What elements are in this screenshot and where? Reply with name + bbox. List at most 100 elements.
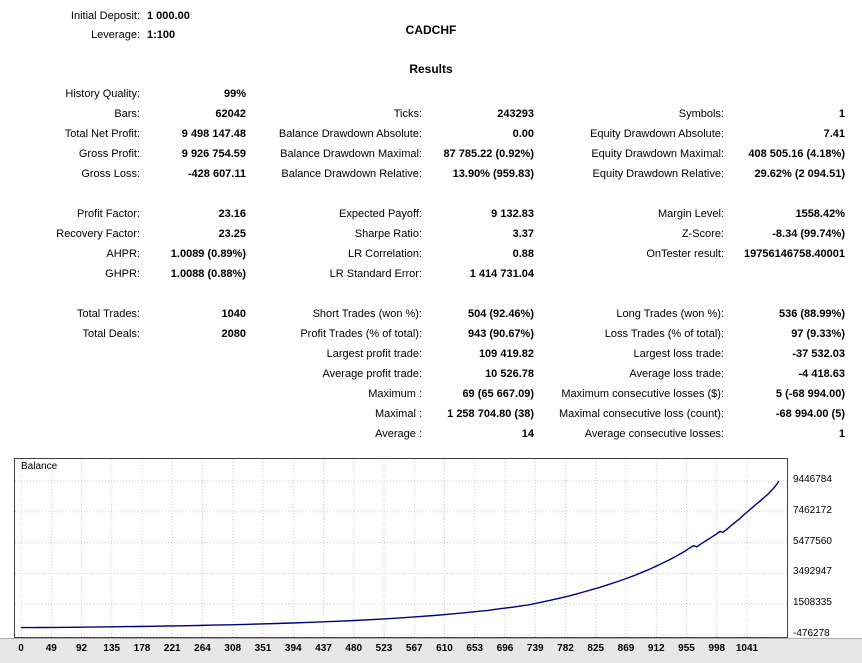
stat-label bbox=[0, 384, 140, 404]
stat-value: 408 505.16 (4.18%) bbox=[748, 148, 845, 160]
stat-label bbox=[534, 264, 724, 284]
stat-label bbox=[0, 184, 140, 204]
stat-label bbox=[0, 364, 140, 384]
x-axis-tick-label: 437 bbox=[315, 643, 332, 654]
stat-value bbox=[724, 184, 845, 204]
stat-value: 23.16 bbox=[218, 208, 246, 220]
stat-value: 62042 bbox=[215, 108, 246, 120]
stat-label: Total Net Profit: bbox=[64, 128, 140, 140]
account-info: Initial Deposit: 1 000.00 Leverage: 1:10… bbox=[0, 7, 190, 45]
stat-value: 87 785.22 (0.92%) bbox=[443, 148, 534, 160]
stat-label: Gross Loss: bbox=[81, 168, 140, 180]
y-axis-tick-label: 7462172 bbox=[793, 504, 832, 516]
symbol-title: CADCHF bbox=[405, 23, 457, 37]
stat-value: 9 498 147.48 bbox=[181, 128, 246, 140]
stat-value bbox=[140, 384, 246, 404]
stat-value: 29.62% (2 094.51) bbox=[754, 168, 845, 180]
stat-value: 10 526.78 bbox=[485, 368, 534, 380]
stat-value: 19756146758.40001 bbox=[744, 248, 845, 260]
stat-value: -428 607.11 bbox=[187, 168, 246, 180]
stat-label: Bars: bbox=[114, 108, 140, 120]
stat-label bbox=[534, 184, 724, 204]
stat-label: LR Standard Error: bbox=[329, 268, 422, 280]
initial-deposit-row: Initial Deposit: 1 000.00 bbox=[0, 7, 190, 26]
stat-label: Ticks: bbox=[393, 108, 422, 120]
stat-label: Maximal : bbox=[374, 408, 422, 420]
leverage-value: 1:100 bbox=[147, 29, 176, 41]
x-axis-strip: 0 49 92 135 178 221 264 308 351 394 437 480 523 567 61… bbox=[0, 638, 862, 663]
stat-label: Loss Trades (% of total): bbox=[604, 328, 724, 340]
stat-label bbox=[0, 284, 140, 304]
stat-label: Equity Drawdown Absolute: bbox=[590, 128, 724, 140]
stat-label: AHPR: bbox=[106, 248, 140, 260]
stat-label: Balance Drawdown Absolute: bbox=[278, 128, 422, 140]
stat-label: Short Trades (won %): bbox=[312, 308, 422, 320]
x-axis-tick-label: 653 bbox=[466, 643, 484, 654]
stat-value: 14 bbox=[521, 428, 534, 440]
stat-value: 9 132.83 bbox=[491, 208, 534, 220]
stat-label bbox=[0, 424, 140, 444]
x-axis-tick-label: 696 bbox=[496, 643, 514, 654]
stat-label: Profit Factor: bbox=[77, 208, 140, 220]
x-axis-tick-label: 135 bbox=[103, 643, 121, 654]
stat-label: LR Correlation: bbox=[348, 248, 422, 260]
balance-chart-canvas bbox=[15, 459, 787, 637]
stat-value bbox=[422, 84, 534, 104]
stat-value: 7.41 bbox=[823, 128, 845, 140]
y-axis-tick-label: 1508335 bbox=[793, 597, 832, 609]
stat-label: OnTester result: bbox=[646, 248, 724, 260]
stat-label: Largest profit trade: bbox=[326, 348, 422, 360]
stat-label bbox=[0, 344, 140, 364]
stat-label: Sharpe Ratio: bbox=[354, 228, 422, 240]
results-heading: Results bbox=[409, 62, 453, 76]
stat-label: Maximum : bbox=[368, 388, 422, 400]
x-axis-tick-label: 869 bbox=[617, 643, 635, 654]
x-axis-tick-label: 523 bbox=[375, 643, 393, 654]
stat-value: 1040 bbox=[221, 308, 246, 320]
stat-value bbox=[140, 424, 246, 444]
stat-value: 1 bbox=[838, 108, 845, 120]
y-axis-labels: 9446784 7462172 5477560 3492947 1508335 -4762… bbox=[793, 458, 862, 640]
stat-label: Average loss trade: bbox=[629, 368, 724, 380]
stat-value: 99% bbox=[223, 88, 246, 100]
y-axis-tick-label: 9446784 bbox=[793, 474, 832, 485]
stat-value: 243293 bbox=[497, 108, 534, 120]
stat-value: 97 (9.33%) bbox=[791, 328, 845, 340]
stat-label: Balance Drawdown Relative: bbox=[281, 168, 422, 180]
x-axis-tick-label: 178 bbox=[133, 643, 151, 654]
x-axis-tick-label: 394 bbox=[284, 643, 302, 654]
x-axis-tick-label: 49 bbox=[45, 643, 57, 654]
stat-value bbox=[724, 264, 845, 284]
stat-value: -4 418.63 bbox=[798, 368, 845, 380]
stat-value: 13.90% (959.83) bbox=[452, 168, 534, 180]
x-axis-tick-label: 912 bbox=[647, 643, 665, 654]
stat-label bbox=[246, 284, 422, 304]
y-axis-tick-label: -476278 bbox=[793, 628, 830, 639]
stat-value: 536 (88.99%) bbox=[778, 308, 845, 320]
stat-value: 23.25 bbox=[218, 228, 246, 240]
x-axis-tick-label: 825 bbox=[587, 643, 605, 654]
stat-label: Recovery Factor: bbox=[56, 228, 140, 240]
stat-value bbox=[140, 404, 246, 424]
stat-value: 1.0089 (0.89%) bbox=[170, 248, 246, 260]
stat-label bbox=[246, 84, 422, 104]
stat-value: -68 994.00 (5) bbox=[775, 408, 845, 420]
x-axis-tick-label: 0 bbox=[18, 643, 24, 654]
stat-label: Total Deals: bbox=[82, 328, 140, 340]
statistics-table: History Quality: 99% Bars: 62042 Ticks: 24329… bbox=[0, 84, 845, 444]
stat-value: 1558.42% bbox=[795, 208, 845, 220]
x-axis-tick-label: 610 bbox=[436, 643, 453, 654]
balance-chart[interactable]: Balance bbox=[14, 458, 788, 638]
stat-label bbox=[0, 404, 140, 424]
stat-label: Margin Level: bbox=[657, 208, 724, 220]
stat-label bbox=[534, 284, 724, 304]
stat-value bbox=[724, 84, 845, 104]
stat-value: -37 532.03 bbox=[792, 348, 845, 360]
stat-value: 0.00 bbox=[512, 128, 534, 140]
stat-label: Expected Payoff: bbox=[339, 208, 422, 220]
stat-value: 9 926 754.59 bbox=[181, 148, 246, 160]
x-axis-tick-label: 955 bbox=[678, 643, 695, 654]
x-axis-tick-label: 739 bbox=[526, 643, 544, 654]
stat-value bbox=[140, 344, 246, 364]
